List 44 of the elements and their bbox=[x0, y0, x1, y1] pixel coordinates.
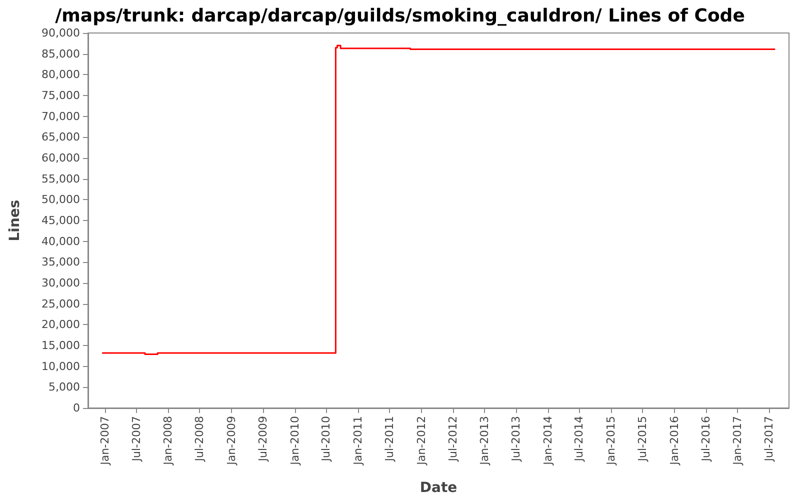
x-tick-label: Jan-2012 bbox=[414, 416, 428, 466]
y-tick-label: 50,000 bbox=[42, 193, 80, 206]
x-tick-label: Jan-2010 bbox=[288, 416, 302, 466]
y-tick-label: 5,000 bbox=[48, 380, 80, 394]
x-tick-label: Jan-2017 bbox=[731, 416, 744, 466]
y-tick-label: 65,000 bbox=[42, 130, 80, 144]
x-tick-label: Jan-2008 bbox=[162, 416, 175, 466]
x-tick-label: Jan-2014 bbox=[541, 416, 554, 466]
x-tick-label: Jul-2010 bbox=[320, 416, 333, 462]
y-tick-label: 40,000 bbox=[42, 234, 80, 248]
y-tick-label: 80,000 bbox=[42, 68, 80, 82]
x-tick-label: Jul-2011 bbox=[382, 416, 396, 462]
y-tick-label: 30,000 bbox=[42, 276, 80, 290]
y-axis-title: Lines bbox=[7, 200, 23, 242]
x-tick-label: Jan-2013 bbox=[478, 416, 492, 466]
y-tick-label: 15,000 bbox=[42, 339, 80, 352]
y-tick-label: 20,000 bbox=[42, 318, 80, 332]
y-tick-label: 85,000 bbox=[42, 47, 80, 60]
y-tick-label: 0 bbox=[73, 402, 80, 414]
x-tick-label: Jul-2008 bbox=[193, 416, 206, 462]
x-tick-label: Jul-2017 bbox=[762, 416, 776, 462]
x-axis-title: Date bbox=[420, 480, 458, 496]
y-tick-label: 35,000 bbox=[42, 256, 80, 269]
x-tick-label: Jan-2009 bbox=[225, 416, 238, 466]
y-tick-label: 75,000 bbox=[42, 89, 80, 102]
y-tick-label: 55,000 bbox=[42, 172, 80, 186]
x-tick-label: Jul-2014 bbox=[572, 416, 586, 462]
y-tick-label: 70,000 bbox=[42, 110, 80, 123]
x-tick-label: Jul-2015 bbox=[636, 416, 649, 462]
x-tick-label: Jul-2007 bbox=[130, 416, 143, 462]
x-tick-label: Jul-2009 bbox=[256, 416, 270, 462]
y-tick-label: 60,000 bbox=[42, 152, 80, 164]
y-tick-label: 10,000 bbox=[42, 360, 80, 373]
x-tick-label: Jul-2013 bbox=[510, 416, 523, 462]
x-tick-label: Jan-2016 bbox=[668, 416, 681, 466]
y-tick-label: 90,000 bbox=[42, 26, 80, 40]
x-tick-label: Jan-2007 bbox=[98, 416, 112, 466]
x-tick-label: Jul-2012 bbox=[446, 416, 460, 462]
x-tick-label: Jan-2015 bbox=[604, 416, 618, 466]
chart-title: /maps/trunk: darcap/darcap/guilds/smoking_cauldron/ Lines of Code bbox=[55, 6, 745, 26]
x-tick-label: Jul-2016 bbox=[699, 416, 712, 462]
y-tick-label: 45,000 bbox=[42, 214, 80, 227]
x-tick-label: Jan-2011 bbox=[352, 416, 365, 466]
y-tick-label: 25,000 bbox=[42, 297, 80, 310]
